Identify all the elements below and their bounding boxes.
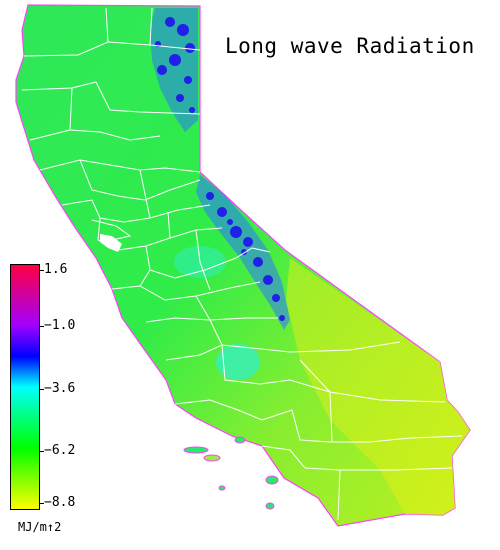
channel-islands bbox=[183, 436, 279, 510]
legend-unit-label: MJ/m↑2 bbox=[18, 520, 62, 534]
legend-color-bar bbox=[10, 264, 40, 510]
northeast-high-region bbox=[150, 8, 198, 132]
map-title: Long wave Radiation bbox=[225, 34, 475, 58]
legend-tick-mark bbox=[40, 389, 44, 390]
legend-tick-mark bbox=[40, 451, 44, 452]
legend-tick-label: −8.8 bbox=[44, 495, 76, 510]
county-boundaries bbox=[21, 7, 463, 521]
legend-tick-label: −3.6 bbox=[44, 381, 76, 396]
legend-tick-label: 1.6 bbox=[44, 262, 68, 277]
desert-region bbox=[286, 258, 470, 515]
central-valley-cyan-patch bbox=[216, 344, 260, 380]
legend-tick-label: −1.0 bbox=[44, 318, 76, 333]
legend-tick-label: −6.2 bbox=[44, 443, 76, 458]
sierra-blue-speckles bbox=[206, 192, 285, 321]
northeast-blue-speckles bbox=[155, 17, 195, 113]
legend-tick-mark bbox=[40, 326, 44, 327]
legend-tick-mark bbox=[40, 270, 44, 271]
bay-water bbox=[100, 234, 122, 252]
legend-tick-mark bbox=[40, 503, 44, 504]
